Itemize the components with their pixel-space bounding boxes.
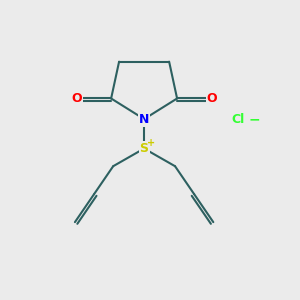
Text: −: − (249, 112, 260, 126)
Text: +: + (147, 138, 155, 148)
Text: S: S (140, 142, 148, 155)
Text: O: O (206, 92, 217, 105)
Text: O: O (71, 92, 82, 105)
Text: N: N (139, 112, 149, 126)
Text: Cl: Cl (232, 112, 245, 126)
